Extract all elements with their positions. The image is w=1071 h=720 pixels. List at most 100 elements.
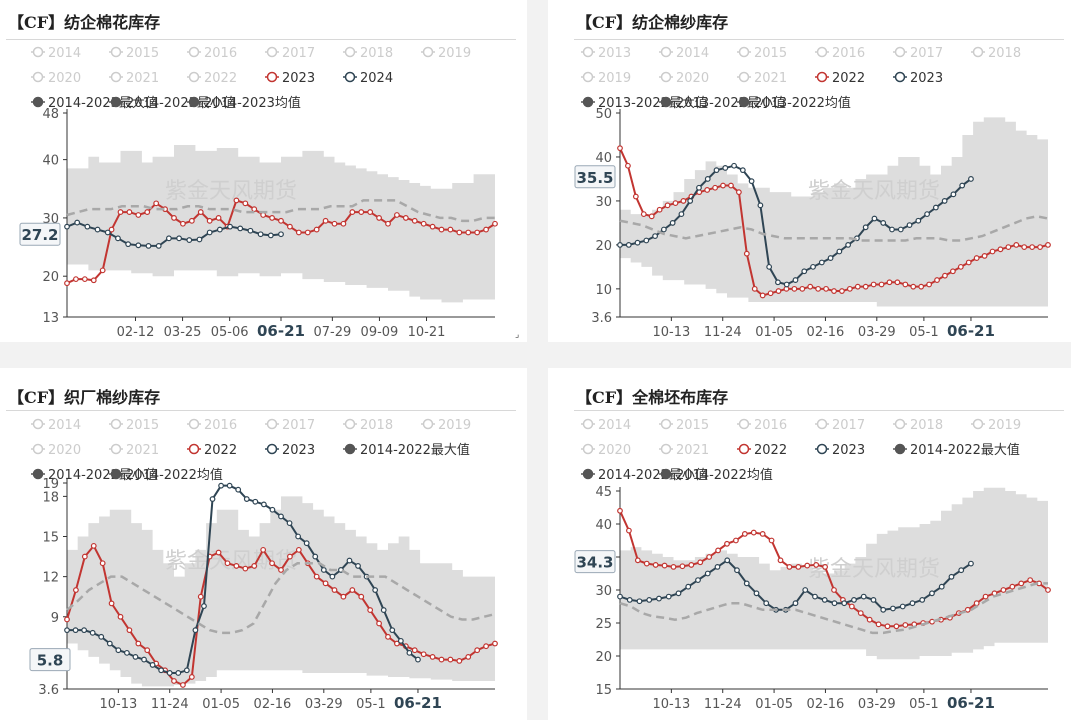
data-point <box>851 596 857 603</box>
legend-item[interactable]: 2014-2023均值 <box>187 95 301 111</box>
legend-item[interactable]: 2016 <box>187 418 237 433</box>
x-tick-label: 01-05 <box>755 325 793 340</box>
legend-item[interactable]: 2014 <box>659 46 709 61</box>
legend-item[interactable]: 2018 <box>343 418 393 433</box>
legend-item[interactable]: 2016 <box>815 46 865 61</box>
chart-0: 2014 2015 2016 2017 2018 2019 2020 2021 2022 2023… <box>19 46 498 340</box>
legend-label: 2017 <box>910 46 943 61</box>
data-point <box>329 573 336 580</box>
legend-marker-icon <box>738 46 750 58</box>
data-point <box>376 620 382 627</box>
data-point <box>759 530 766 537</box>
legend-item[interactable]: 2020 <box>31 71 81 86</box>
legend-item[interactable]: 2020 <box>659 71 709 86</box>
legend-item[interactable]: 2022 <box>187 443 237 458</box>
legend-item[interactable]: 2014-2022最大值 <box>893 442 1020 458</box>
y-tick-label: 40 <box>42 154 59 169</box>
legend-item[interactable]: 2014-2022最大值 <box>343 442 470 458</box>
legend-label: 2014-2022均值 <box>126 467 223 483</box>
legend-label: 2013-2022均值 <box>754 95 851 111</box>
data-point <box>313 573 320 580</box>
legend-marker-icon <box>582 71 594 83</box>
data-point <box>81 553 88 560</box>
data-point <box>634 557 641 564</box>
legend-item[interactable]: 2016 <box>187 46 237 61</box>
data-point <box>722 165 729 171</box>
y-tick-label: 10 <box>595 283 612 298</box>
legend-item[interactable]: 2024 <box>343 71 393 86</box>
legend-item[interactable]: 2019 <box>421 418 471 433</box>
legend-item[interactable]: 2014-2023最小值 <box>109 95 236 111</box>
y-tick-label: 20 <box>42 270 59 285</box>
legend-item[interactable]: 2017 <box>893 46 943 61</box>
legend-item[interactable]: 2020 <box>31 443 81 458</box>
data-point <box>823 285 829 292</box>
legend-item[interactable]: 2014-2022均值 <box>659 467 773 483</box>
legend-item[interactable]: 2014 <box>581 418 631 433</box>
legend-item[interactable]: 2023 <box>265 443 315 458</box>
data-point <box>812 593 818 600</box>
legend-item[interactable]: 2013-2022均值 <box>737 95 851 111</box>
data-point <box>215 215 222 221</box>
data-point <box>267 232 274 239</box>
data-point <box>251 206 258 213</box>
data-point <box>724 540 730 547</box>
legend-item[interactable]: 2015 <box>659 418 709 433</box>
legend-item[interactable]: 2015 <box>109 418 159 433</box>
legend-item[interactable]: 2019 <box>581 71 631 86</box>
data-point <box>857 610 864 617</box>
legend-item[interactable]: 2014 <box>31 46 81 61</box>
legend-item[interactable]: 2023 <box>265 71 315 86</box>
data-point <box>346 557 353 564</box>
legend-item[interactable]: 2017 <box>815 418 865 433</box>
legend-item[interactable]: 2018 <box>893 418 943 433</box>
legend-item[interactable]: 2015 <box>109 46 159 61</box>
legend-item[interactable]: 2023 <box>815 443 865 458</box>
data-point <box>965 259 972 266</box>
legend-item[interactable]: 2018 <box>343 46 393 61</box>
legend-item[interactable]: 2015 <box>737 46 787 61</box>
data-point <box>394 212 400 218</box>
data-point <box>625 241 632 248</box>
legend-item[interactable]: 2021 <box>109 443 159 458</box>
legend-item[interactable]: 2013-2022最小值 <box>659 95 786 111</box>
legend-item[interactable]: 2021 <box>737 71 787 86</box>
data-point <box>243 496 250 502</box>
data-point <box>278 217 284 224</box>
legend-item[interactable]: 2013-2022最大值 <box>581 95 708 111</box>
legend-item[interactable]: 2014-2023最大值 <box>31 95 158 111</box>
legend-item[interactable]: 2023 <box>893 71 943 86</box>
legend-item[interactable]: 2022 <box>815 71 865 86</box>
data-point <box>743 250 750 257</box>
legend-item[interactable]: 2019 <box>421 46 471 61</box>
legend-item[interactable]: 2019 <box>971 418 1021 433</box>
legend-item[interactable]: 2021 <box>109 71 159 86</box>
data-point <box>429 223 436 230</box>
data-point <box>831 600 838 607</box>
legend-item[interactable]: 2016 <box>737 418 787 433</box>
legend-item[interactable]: 2017 <box>265 46 315 61</box>
legend-item[interactable]: 2018 <box>971 46 1021 61</box>
legend-marker-icon <box>972 46 984 58</box>
legend-label: 2015 <box>754 46 787 61</box>
data-point <box>180 220 186 227</box>
legend-item[interactable]: 2022 <box>187 71 237 86</box>
data-point <box>786 563 793 570</box>
panel-weaving-yarn-stock: 【CF】织厂棉纱库存 2014 2015 2016 2017 2018 2019 2020 2… <box>0 368 527 720</box>
legend-item[interactable]: 2017 <box>265 418 315 433</box>
legend-marker-icon <box>188 96 200 108</box>
legend-item[interactable]: 2014-2022均值 <box>109 467 223 483</box>
legend-item[interactable]: 2014-2022最小值 <box>31 467 158 483</box>
legend-item[interactable]: 2020 <box>581 443 631 458</box>
legend-item[interactable]: 2021 <box>659 443 709 458</box>
legend-label: 2014 <box>598 418 631 433</box>
data-point <box>358 593 365 600</box>
legend-item[interactable]: 2013 <box>581 46 631 61</box>
legend-item[interactable]: 2014 <box>31 418 81 433</box>
x-tick-label: 10-13 <box>652 325 690 340</box>
legend-item[interactable]: 2014-2022最小值 <box>581 467 708 483</box>
data-point <box>818 259 825 266</box>
data-point <box>278 231 284 238</box>
legend-marker-icon <box>110 71 122 83</box>
legend-item[interactable]: 2022 <box>737 443 787 458</box>
